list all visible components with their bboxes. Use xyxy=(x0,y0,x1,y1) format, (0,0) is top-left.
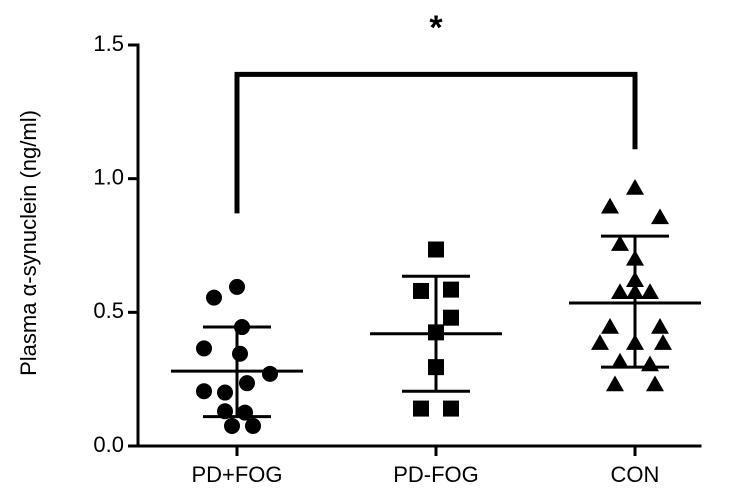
y-axis-title-group: Plasma α-synuclein (ng/ml) xyxy=(16,110,41,376)
y-tick-label: 1.0 xyxy=(93,164,124,189)
data-point-circle xyxy=(262,365,278,382)
data-point-triangle xyxy=(626,249,644,266)
data-point-square xyxy=(413,282,429,299)
data-point-triangle xyxy=(611,352,629,369)
data-point-circle xyxy=(217,384,233,401)
data-point-square xyxy=(413,400,429,417)
data-point-circle xyxy=(224,417,240,434)
data-point-circle xyxy=(234,319,250,336)
data-point-circle xyxy=(239,375,255,392)
data-point-triangle xyxy=(591,334,609,350)
data-point-circle xyxy=(196,340,212,357)
y-axis-title: Plasma α-synuclein (ng/ml) xyxy=(16,110,41,376)
data-point-circle xyxy=(237,404,253,421)
data-point-triangle xyxy=(611,283,629,300)
data-point-circle xyxy=(206,289,222,306)
data-point-triangle xyxy=(601,318,619,334)
significance-bracket: * xyxy=(234,9,638,214)
data-point-triangle xyxy=(611,235,629,251)
data-point-triangle xyxy=(626,334,644,350)
data-point-square xyxy=(428,324,444,341)
data-point-triangle xyxy=(626,179,644,195)
data-point-square xyxy=(428,241,444,258)
data-point-circle xyxy=(229,278,245,295)
data-point-triangle xyxy=(641,355,659,372)
data-point-circle xyxy=(232,345,248,362)
data-point-triangle xyxy=(654,334,672,350)
data-point-triangle xyxy=(606,375,624,392)
data-point-square xyxy=(443,400,459,417)
data-point-triangle xyxy=(651,318,669,334)
y-tick-label: 1.5 xyxy=(93,31,124,56)
x-tick-label: PD-FOG xyxy=(393,462,479,487)
data-point-square xyxy=(443,281,459,298)
data-point-triangle xyxy=(641,283,659,300)
data-point-circle xyxy=(217,403,233,420)
y-tick-label: 0.0 xyxy=(93,432,124,457)
data-point-circle xyxy=(245,417,261,434)
axes: 0.0 0.5 1.0 1.5 PD+FOG PD-FOG CON xyxy=(93,31,702,487)
data-point-square xyxy=(428,359,444,376)
data-point-triangle xyxy=(626,283,644,300)
significance-star: * xyxy=(429,9,443,47)
data-point-circle xyxy=(196,383,212,400)
data-points xyxy=(196,179,672,434)
data-point-triangle xyxy=(646,375,664,392)
data-point-square xyxy=(443,309,459,326)
x-tick-label: CON xyxy=(611,462,660,487)
data-point-triangle xyxy=(626,271,644,288)
data-point-triangle xyxy=(651,208,669,225)
data-point-triangle xyxy=(601,197,619,214)
x-tick-label: PD+FOG xyxy=(191,462,282,487)
y-tick-label: 0.5 xyxy=(93,298,124,323)
significance-line xyxy=(234,71,638,214)
